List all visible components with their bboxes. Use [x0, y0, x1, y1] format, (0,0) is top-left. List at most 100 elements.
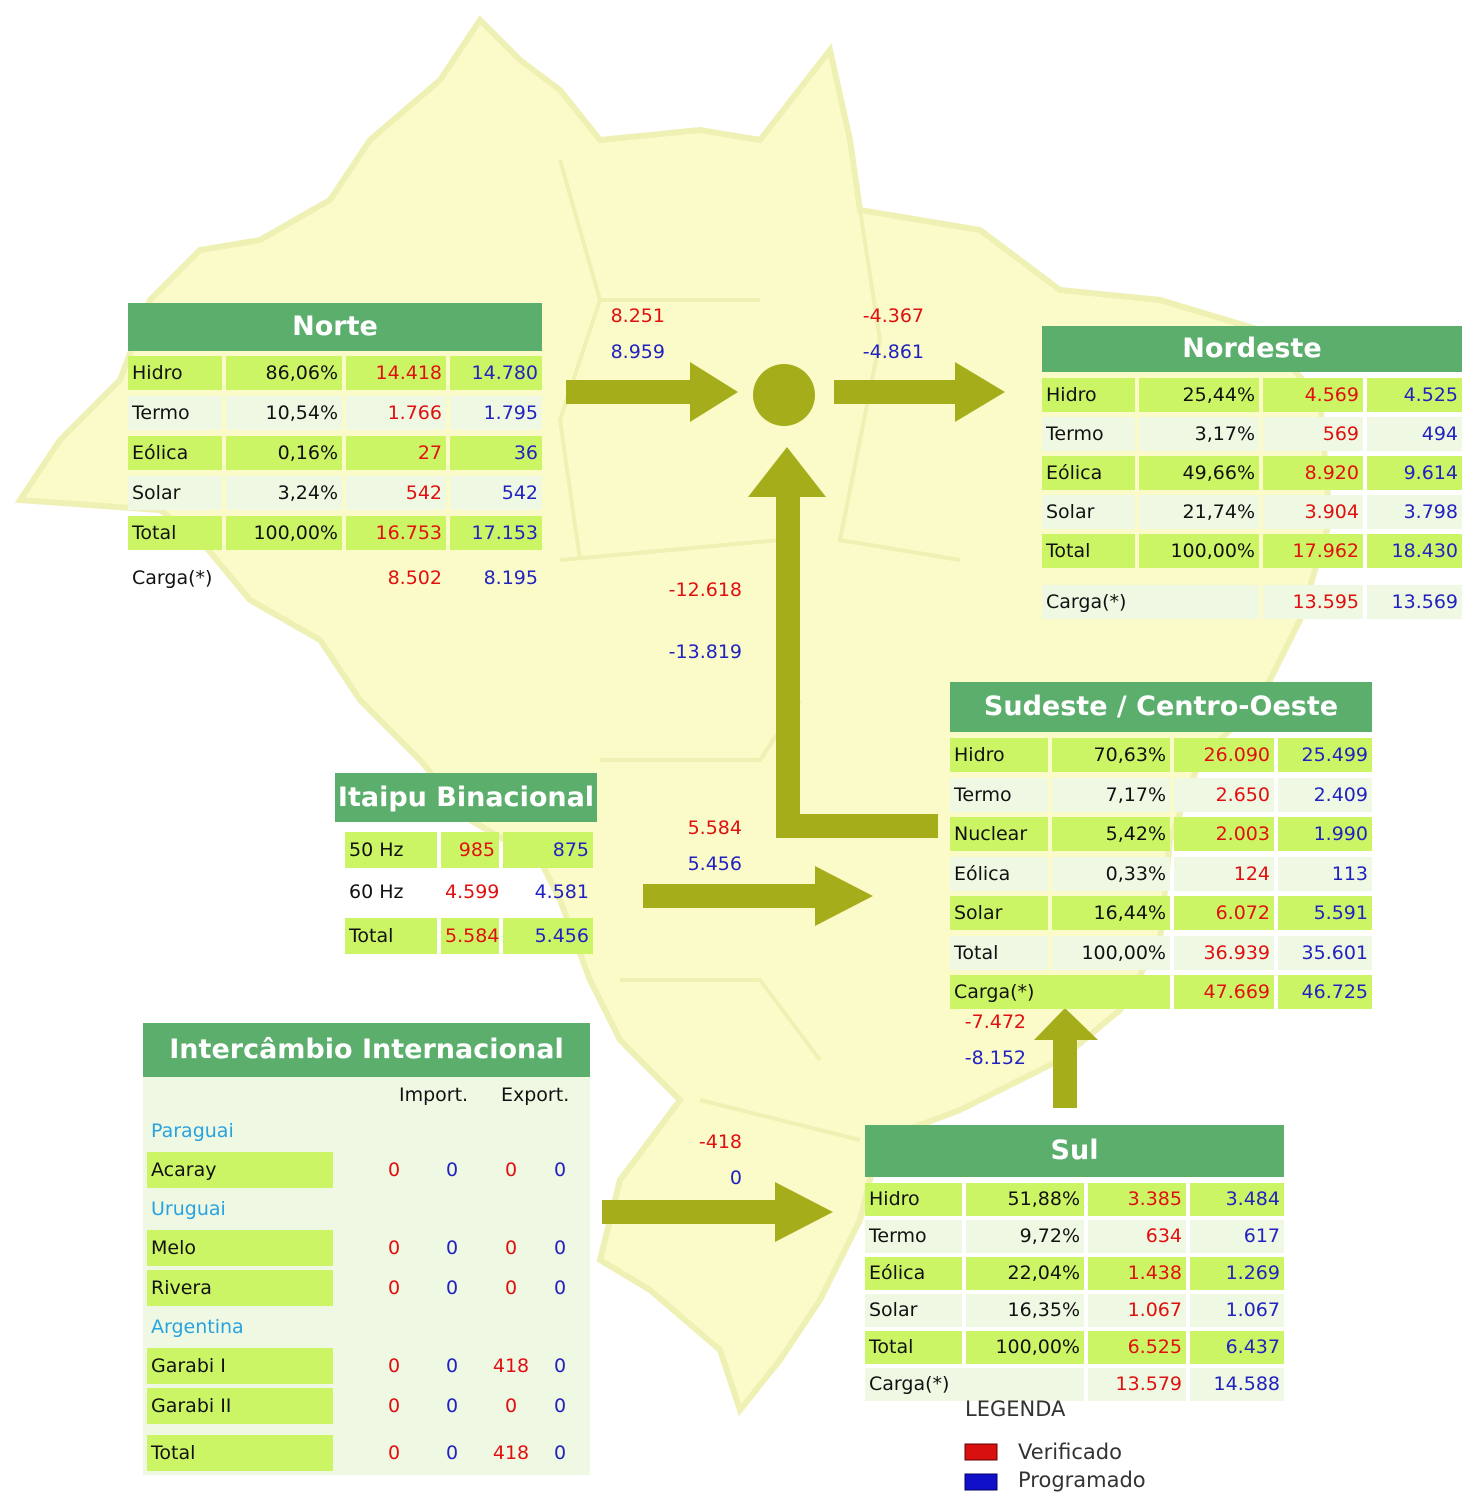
cell: 36.939: [1174, 935, 1274, 970]
legend-swatch: [964, 1443, 998, 1461]
cell: Hidro: [128, 356, 222, 390]
cell: 46.725: [1278, 975, 1372, 1009]
region-title: Sudeste / Centro-Oeste: [950, 682, 1372, 732]
cell: Eólica: [1042, 456, 1135, 490]
cell: 0: [445, 1395, 459, 1417]
cell: 36: [450, 436, 542, 470]
cell: Total: [865, 1331, 962, 1364]
cell: Solar: [865, 1294, 962, 1327]
cell: 0: [553, 1159, 567, 1181]
cell: Acaray: [147, 1152, 333, 1188]
cell: 0: [445, 1277, 459, 1299]
cell: 25,44%: [1139, 378, 1259, 412]
cell: 7,17%: [1052, 777, 1170, 812]
region-title: Nordeste: [1042, 326, 1462, 372]
cell: Total: [345, 918, 437, 954]
cell: 47.669: [1174, 975, 1274, 1009]
cell: 1.990: [1278, 817, 1372, 851]
legend-title: LEGENDA: [965, 1397, 1066, 1421]
cell: 2.409: [1278, 777, 1372, 812]
cell: 0: [553, 1395, 567, 1417]
cell: Rivera: [147, 1270, 333, 1306]
cell: 3.385: [1088, 1183, 1186, 1216]
flow-programmed: 8.959: [610, 341, 665, 363]
cell: 2.650: [1174, 777, 1274, 812]
cell: 0: [553, 1442, 567, 1464]
cell: 13.595: [1263, 585, 1363, 619]
cell: 3,17%: [1139, 417, 1259, 451]
flow-verified: -12.618: [668, 579, 742, 601]
flow-programmed: -13.819: [668, 641, 742, 663]
cell: 418: [492, 1355, 530, 1377]
cell: 8.502: [387, 567, 442, 589]
cell: 0: [387, 1159, 401, 1181]
flow-verified: 5.584: [687, 817, 742, 839]
cell: 3.798: [1367, 495, 1462, 529]
region-title: Intercâmbio Internacional: [143, 1023, 590, 1077]
region-title: Norte: [128, 303, 542, 351]
cell: Nuclear: [950, 817, 1048, 851]
cell: 3,24%: [226, 476, 342, 510]
arrow: [643, 866, 873, 926]
cell: 17.153: [450, 516, 542, 550]
col-header: Import.: [399, 1084, 469, 1106]
cell: 51,88%: [966, 1183, 1084, 1216]
cell: 124: [1174, 856, 1274, 891]
cell: 1.269: [1190, 1257, 1284, 1290]
cell: 26.090: [1174, 738, 1274, 772]
arrows: [566, 362, 1098, 1242]
cell: Termo: [950, 777, 1048, 812]
cell: 113: [1278, 856, 1372, 891]
cell: 16.753: [346, 516, 446, 550]
cell: 16,35%: [966, 1294, 1084, 1327]
cell: Eólica: [128, 436, 222, 470]
cell: 634: [1088, 1220, 1186, 1253]
country: Uruguai: [151, 1198, 226, 1220]
legend-label: Programado: [1018, 1468, 1146, 1492]
flow-verified: 8.251: [610, 305, 665, 327]
cell: 4.569: [1263, 378, 1363, 412]
cell: 5.456: [503, 918, 593, 954]
cell: 8.195: [483, 567, 538, 589]
cell: Garabi II: [147, 1388, 333, 1424]
cell: Hidro: [950, 738, 1048, 772]
cell: 70,63%: [1052, 738, 1170, 772]
region-title: Sul: [865, 1125, 1284, 1177]
flow-programmed: 0: [729, 1167, 742, 1189]
cell: 985: [441, 832, 499, 868]
cell: 0: [387, 1442, 401, 1464]
cell: Eólica: [950, 856, 1048, 891]
cell: 494: [1367, 417, 1462, 451]
cell: 49,66%: [1139, 456, 1259, 490]
cell: 0: [445, 1442, 459, 1464]
col-header: Export.: [501, 1084, 570, 1106]
cell: 5,42%: [1052, 817, 1170, 851]
cell: 542: [346, 476, 446, 510]
node: [753, 364, 815, 426]
flow-programmed: 5.456: [687, 853, 742, 875]
flow-verified: -418: [698, 1131, 742, 1153]
cell: 0: [504, 1395, 518, 1417]
cell: 14.418: [346, 356, 446, 390]
cell: 5.591: [1278, 896, 1372, 930]
cell: 4.581: [534, 881, 589, 903]
cell: Hidro: [1042, 378, 1135, 412]
cell: 875: [503, 832, 593, 868]
country: Argentina: [151, 1316, 244, 1338]
cell: 5.584: [441, 918, 499, 954]
cell: 0: [553, 1355, 567, 1377]
cell: 0,33%: [1052, 856, 1170, 891]
cell: Total: [147, 1435, 333, 1471]
cell: 0: [387, 1277, 401, 1299]
cell: 542: [450, 476, 542, 510]
cell: 1.438: [1088, 1257, 1186, 1290]
cell: Carga(*): [865, 1368, 1084, 1401]
legend-swatch: [964, 1473, 998, 1491]
cell: 0: [445, 1355, 459, 1377]
cell: 0,16%: [226, 436, 342, 470]
arrow: [1034, 1008, 1098, 1108]
cell: 100,00%: [1139, 534, 1259, 568]
cell: 6.437: [1190, 1331, 1284, 1364]
cell: Carga(*): [132, 567, 213, 589]
